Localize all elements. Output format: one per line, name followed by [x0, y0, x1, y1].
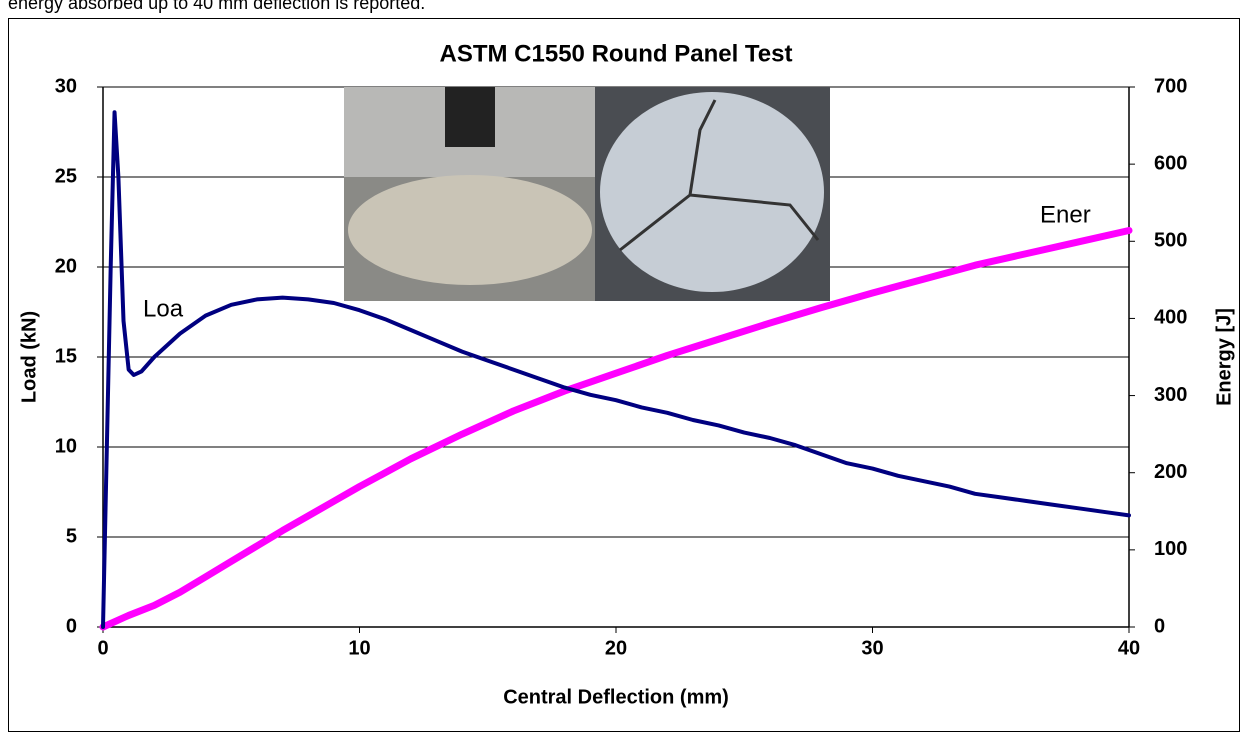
x-tick-label: 20 — [605, 637, 627, 659]
x-tick-label: 10 — [348, 637, 370, 659]
x-tick-label: 0 — [97, 637, 108, 659]
x-tick-label: 30 — [861, 637, 883, 659]
panel-right — [600, 92, 824, 292]
y-tick-label: 0 — [66, 615, 77, 637]
y2-tick-label: 300 — [1154, 384, 1187, 406]
y-tick-label: 10 — [55, 435, 77, 457]
y-tick-label: 5 — [66, 525, 77, 547]
y2-tick-label: 200 — [1154, 461, 1187, 483]
page-text: energy absorbed up to 40 mm deflection i… — [8, 0, 425, 13]
y-tick-label: 15 — [55, 345, 77, 367]
y-axis-title: Load (kN) — [18, 311, 40, 403]
y2-axis-title: Energy [J] — [1213, 308, 1235, 406]
y-tick-label: 30 — [55, 75, 77, 97]
y2-tick-label: 500 — [1154, 230, 1187, 252]
chart-title: ASTM C1550 Round Panel Test — [440, 40, 793, 67]
y2-tick-label: 600 — [1154, 152, 1187, 174]
annotation: Loa — [143, 295, 184, 322]
photos — [344, 87, 830, 301]
page: {"page_text": "energy absorbed up to 40 … — [0, 0, 1248, 733]
x-axis-title: Central Deflection (mm) — [503, 686, 729, 708]
chart: energy absorbed up to 40 mm deflection i… — [0, 0, 1248, 733]
x-tick-label: 40 — [1118, 637, 1140, 659]
y-tick-label: 20 — [55, 255, 77, 277]
y2-tick-label: 0 — [1154, 615, 1165, 637]
annotation: Ener — [1040, 201, 1091, 228]
panel-left — [348, 175, 592, 285]
y2-tick-label: 100 — [1154, 538, 1187, 560]
y-tick-label: 25 — [55, 165, 77, 187]
y2-tick-label: 700 — [1154, 75, 1187, 97]
y2-tick-label: 400 — [1154, 307, 1187, 329]
loading-ram — [445, 87, 495, 147]
